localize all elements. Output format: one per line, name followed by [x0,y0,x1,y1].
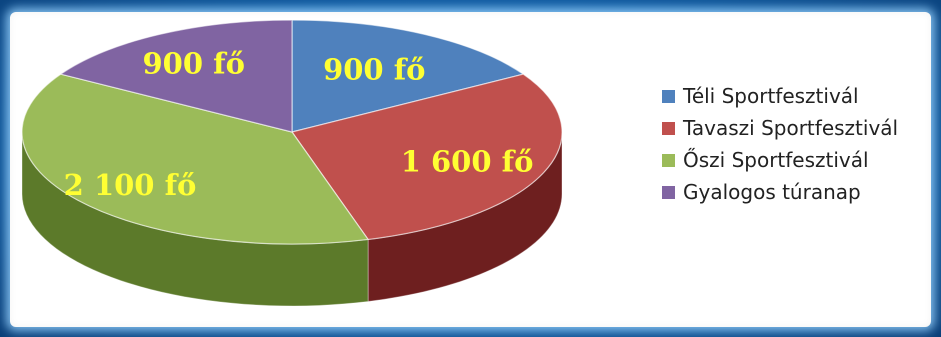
legend-item-teli: Téli Sportfesztivál [662,80,898,112]
pie-chart: 900 fő 1 600 fő 2 100 fő 900 fő [21,19,563,307]
pie-label-layer: 900 fő 1 600 fő 2 100 fő 900 fő [64,47,534,203]
data-label-3: 900 fő [142,47,244,81]
legend-swatch [662,153,675,167]
legend-item-tavaszi: Tavaszi Sportfesztivál [662,112,898,144]
pie-slice-3 [59,19,293,133]
data-label-1: 1 600 fő [401,145,534,179]
legend-swatch [662,121,675,135]
legend-label: Őszi Sportfesztivál [683,148,869,172]
legend-label: Tavaszi Sportfesztivál [683,116,899,140]
legend-swatch [662,89,675,103]
chart-card: 900 fő 1 600 fő 2 100 fő 900 fő Téli Sportf… [10,12,931,327]
pie-top-layer [21,19,563,245]
data-label-2: 2 100 fő [64,168,197,202]
legend-item-gyalogos: Gyalogos túranap [662,176,898,208]
legend: Téli Sportfesztivál Tavaszi Sportfesztiv… [662,80,898,208]
legend-item-oszi: Őszi Sportfesztivál [662,144,898,176]
legend-swatch [662,185,675,199]
legend-label: Gyalogos túranap [683,180,861,204]
legend-label: Téli Sportfesztivál [683,84,859,108]
data-label-0: 900 fő [323,53,425,87]
pie-slice-1 [291,73,563,241]
pie-slice-0 [291,19,525,133]
pie-slice-2 [21,73,370,245]
